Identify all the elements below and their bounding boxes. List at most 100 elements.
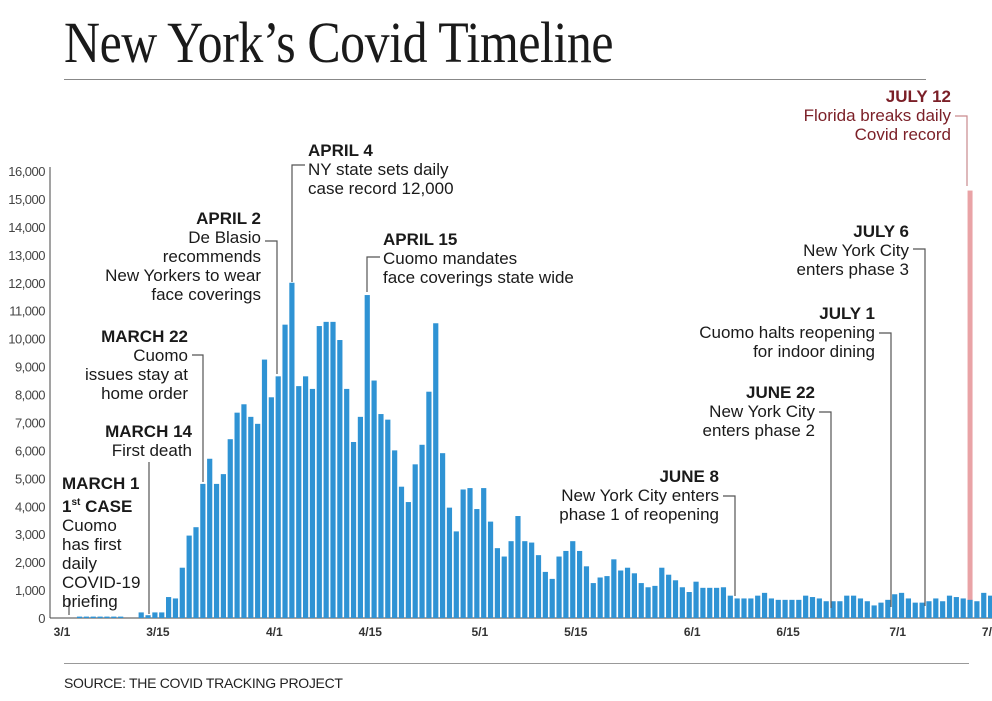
bar [83, 616, 89, 618]
annotation-text-line: New York City enters [561, 486, 719, 505]
annotation-subtitle: 1st CASE [62, 493, 140, 516]
bar [515, 516, 521, 618]
annotation-march-1: MARCH 1 1st CASE Cuomo has first daily COVID-… [62, 474, 140, 611]
annotation-date: APRIL 4 [308, 141, 373, 160]
bar [412, 464, 418, 618]
bar [714, 587, 720, 618]
bar [734, 598, 740, 618]
y-tick-label: 5,000 [15, 471, 45, 486]
bar [440, 453, 446, 618]
y-tick-label: 3,000 [15, 527, 45, 542]
annotation-date: JUNE 8 [659, 467, 719, 486]
bar [255, 423, 261, 618]
bar [152, 612, 158, 618]
annotation-july-6: JULY 6 New York City enters phase 3 [797, 222, 909, 279]
bar [104, 616, 110, 618]
annotation-text-line: issues stay at [85, 365, 188, 384]
x-tick-label: 3/15 [146, 625, 170, 639]
bar [666, 574, 672, 618]
bar [535, 555, 542, 618]
y-tick-label: 6,000 [15, 443, 45, 458]
bar [988, 595, 992, 618]
bar [583, 566, 590, 618]
bar [679, 587, 685, 618]
bar [659, 567, 665, 618]
bar [207, 458, 213, 618]
bar [350, 441, 357, 618]
bar [727, 595, 733, 618]
annotation-date: MARCH 14 [105, 422, 192, 441]
y-tick-label: 14,000 [8, 220, 45, 235]
bar [967, 599, 973, 618]
y-tick-label: 9,000 [15, 360, 45, 375]
y-tick-label: 8,000 [15, 388, 45, 403]
annotation-leader-line [879, 332, 892, 607]
bar [851, 595, 857, 618]
bar [741, 598, 747, 618]
bar [453, 531, 459, 618]
annotation-date: JULY 6 [853, 222, 909, 241]
bar [871, 605, 877, 618]
bar [426, 391, 432, 618]
x-tick-label: 4/15 [359, 625, 383, 639]
annotation-july-12: JULY 12 Florida breaks daily Covid record [804, 87, 951, 144]
annotation-text-line: for indoor dining [753, 342, 875, 361]
bar [200, 483, 206, 618]
bar [837, 601, 843, 618]
bar [652, 585, 658, 618]
annotation-june-8: JUNE 8 New York City enters phase 1 of reo… [559, 467, 719, 524]
bar [357, 416, 363, 618]
bar [309, 388, 316, 618]
annotation-text-line: home order [101, 384, 188, 403]
bar [946, 595, 953, 618]
bar [898, 592, 905, 618]
bar [693, 581, 699, 618]
y-tick-label: 7,000 [15, 415, 45, 430]
annotation-date: JUNE 22 [746, 383, 815, 402]
bar [248, 416, 254, 618]
bar [631, 573, 637, 618]
bar [885, 599, 891, 618]
y-tick-label: 11,000 [9, 304, 45, 319]
bar [111, 616, 117, 618]
bar [549, 578, 555, 618]
bar [761, 592, 768, 618]
bar [857, 598, 864, 618]
bar [933, 598, 939, 618]
x-tick-label: 5/15 [564, 625, 588, 639]
bar [529, 542, 535, 618]
bar [474, 509, 480, 618]
x-tick-label: 4/1 [266, 625, 283, 639]
annotation-text-line: New Yorkers to wear [105, 266, 261, 285]
bar [570, 541, 576, 618]
bar [481, 488, 487, 618]
title-divider [64, 79, 926, 80]
annotation-leader-line [955, 115, 968, 186]
bar [364, 295, 370, 618]
bar [494, 548, 500, 618]
bar [597, 577, 603, 618]
annotation-text-line: COVID-19 [62, 573, 141, 592]
y-tick-label: 12,000 [8, 276, 45, 291]
bar [289, 282, 295, 618]
bar [323, 321, 329, 618]
bar [775, 599, 781, 618]
bar [590, 583, 596, 618]
annotation-leader-line [291, 164, 305, 282]
annotation-text-line: Covid record [854, 125, 951, 144]
bar [803, 595, 809, 618]
y-tick-label: 1,000 [15, 583, 45, 598]
annotation-text-line: Cuomo halts reopening [699, 323, 875, 342]
annotation-march-22: MARCH 22 Cuomo issues stay at home order [85, 327, 188, 403]
bar [974, 601, 980, 618]
annotation-june-22: JUNE 22 New York City enters phase 2 [703, 383, 815, 440]
bar [604, 576, 610, 618]
bar [378, 414, 384, 618]
bar [220, 474, 226, 618]
bar [686, 592, 692, 618]
annotation-text-line: New York City [709, 402, 815, 421]
bar [700, 587, 706, 618]
bar [563, 550, 569, 618]
bar [919, 602, 925, 618]
annotation-text-line: face coverings state wide [383, 268, 574, 287]
